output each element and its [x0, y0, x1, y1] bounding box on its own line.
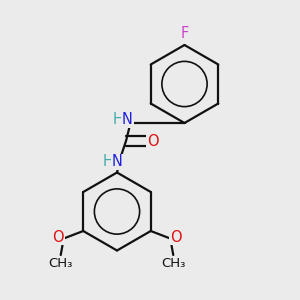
- Text: O: O: [147, 134, 159, 148]
- Text: N: N: [122, 112, 133, 128]
- Text: CH₃: CH₃: [49, 257, 73, 270]
- Text: N: N: [112, 154, 122, 169]
- Text: O: O: [52, 230, 64, 244]
- Text: F: F: [180, 26, 189, 41]
- Text: H: H: [113, 112, 124, 128]
- Text: CH₃: CH₃: [161, 257, 185, 270]
- Text: O: O: [170, 230, 182, 244]
- Text: H: H: [103, 154, 113, 169]
